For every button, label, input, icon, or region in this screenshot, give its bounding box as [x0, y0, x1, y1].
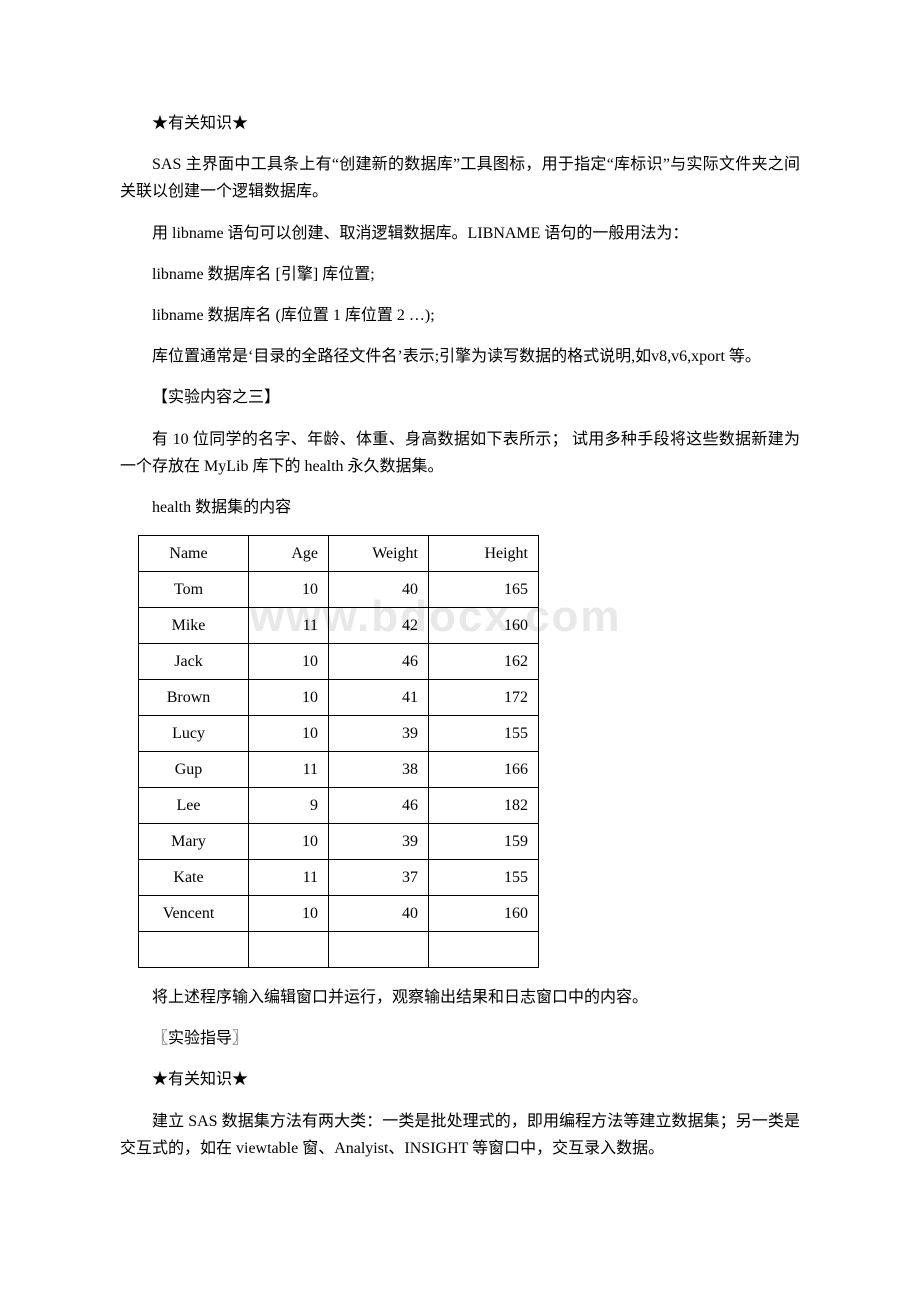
cell-name: Lucy	[139, 716, 249, 752]
cell-age: 10	[249, 680, 329, 716]
cell-height: 165	[429, 572, 539, 608]
col-header-height: Height	[429, 536, 539, 572]
para-experiment-heading: 【实验内容之三】	[120, 384, 800, 411]
cell-name: Jack	[139, 644, 249, 680]
para-experiment-desc: 有 10 位同学的名字、年龄、体重、身高数据如下表所示； 试用多种手段将这些数据…	[120, 426, 800, 480]
cell-name: Vencent	[139, 896, 249, 932]
para-table-caption: health 数据集的内容	[120, 494, 800, 521]
cell-age: 10	[249, 572, 329, 608]
cell-name: Mike	[139, 608, 249, 644]
cell-weight: 41	[329, 680, 429, 716]
cell-age: 11	[249, 860, 329, 896]
cell-height: 166	[429, 752, 539, 788]
cell-height: 155	[429, 860, 539, 896]
table-row: Tom 10 40 165	[139, 572, 539, 608]
table-row: Lucy 10 39 155	[139, 716, 539, 752]
text-fragment: 目录的全路径文件名	[253, 348, 397, 365]
cell-height: 172	[429, 680, 539, 716]
table-row: Mary 10 39 159	[139, 824, 539, 860]
cell-age: 9	[249, 788, 329, 824]
cell-height: 160	[429, 608, 539, 644]
cell-weight	[329, 932, 429, 968]
cell-height: 155	[429, 716, 539, 752]
para-libname-syntax-2: libname 数据库名 (库位置 1 库位置 2 …);	[120, 302, 800, 329]
table-row: Jack 10 46 162	[139, 644, 539, 680]
cell-weight: 39	[329, 716, 429, 752]
cell-age: 11	[249, 752, 329, 788]
cell-height: 162	[429, 644, 539, 680]
cell-weight: 37	[329, 860, 429, 896]
cell-age: 10	[249, 644, 329, 680]
text-fragment: 库位置通常是	[152, 348, 248, 365]
col-header-weight: Weight	[329, 536, 429, 572]
table-row: Brown 10 41 172	[139, 680, 539, 716]
para-guide-heading: 〖实验指导〗	[120, 1025, 800, 1052]
cell-weight: 39	[329, 824, 429, 860]
cell-weight: 38	[329, 752, 429, 788]
cell-weight: 46	[329, 644, 429, 680]
col-header-age: Age	[249, 536, 329, 572]
text-fragment: ”	[663, 156, 670, 173]
cell-name: Kate	[139, 860, 249, 896]
cell-weight: 40	[329, 572, 429, 608]
para-libname-intro: 用 libname 语句可以创建、取消逻辑数据库。LIBNAME 语句的一般用法…	[120, 220, 800, 247]
text-fragment: 工具图标，用于指定	[460, 156, 607, 173]
para-knowledge-heading: ★有关知识★	[120, 110, 800, 137]
cell-name: Mary	[139, 824, 249, 860]
cell-age: 10	[249, 824, 329, 860]
cell-height: 182	[429, 788, 539, 824]
para-knowledge-heading-2: ★有关知识★	[120, 1066, 800, 1093]
table-row: Mike 11 42 160	[139, 608, 539, 644]
para-lib-location: 库位置通常是‘目录的全路径文件名’表示;引擎为读写数据的格式说明,如v8,v6,…	[120, 343, 800, 370]
table-row-empty	[139, 932, 539, 968]
cell-name: Brown	[139, 680, 249, 716]
text-fragment: 库标识	[614, 156, 663, 173]
cell-age: 11	[249, 608, 329, 644]
cell-name	[139, 932, 249, 968]
text-fragment: 创建新的数据库	[339, 156, 453, 173]
document-page: ★有关知识★ SAS 主界面中工具条上有“创建新的数据库”工具图标，用于指定“库…	[0, 0, 920, 1236]
table-row: Lee 9 46 182	[139, 788, 539, 824]
cell-name: Gup	[139, 752, 249, 788]
cell-name: Tom	[139, 572, 249, 608]
cell-weight: 46	[329, 788, 429, 824]
table-header-row: Name Age Weight Height	[139, 536, 539, 572]
table-row: Vencent 10 40 160	[139, 896, 539, 932]
cell-weight: 42	[329, 608, 429, 644]
text-fragment: “	[607, 156, 614, 173]
cell-name: Lee	[139, 788, 249, 824]
cell-age	[249, 932, 329, 968]
cell-age: 10	[249, 716, 329, 752]
text-fragment: SAS 主界面中工具条上有	[152, 156, 332, 173]
cell-height: 160	[429, 896, 539, 932]
table-row: Gup 11 38 166	[139, 752, 539, 788]
cell-weight: 40	[329, 896, 429, 932]
table-row: Kate 11 37 155	[139, 860, 539, 896]
cell-age: 10	[249, 896, 329, 932]
para-libname-syntax-1: libname 数据库名 [引擎] 库位置;	[120, 261, 800, 288]
col-header-name: Name	[139, 536, 249, 572]
text-fragment: “	[332, 156, 339, 173]
para-sas-toolbar: SAS 主界面中工具条上有“创建新的数据库”工具图标，用于指定“库标识”与实际文…	[120, 151, 800, 205]
para-run-observe: 将上述程序输入编辑窗口并运行，观察输出结果和日志窗口中的内容。	[120, 984, 800, 1011]
para-methods: 建立 SAS 数据集方法有两大类：一类是批处理式的，即用编程方法等建立数据集；另…	[120, 1108, 800, 1162]
cell-height: 159	[429, 824, 539, 860]
health-table: Name Age Weight Height Tom 10 40 165 Mik…	[138, 535, 539, 968]
cell-height	[429, 932, 539, 968]
text-fragment: 表示;引擎为读写数据的格式说明,如v8,v6,xport 等。	[403, 348, 761, 365]
